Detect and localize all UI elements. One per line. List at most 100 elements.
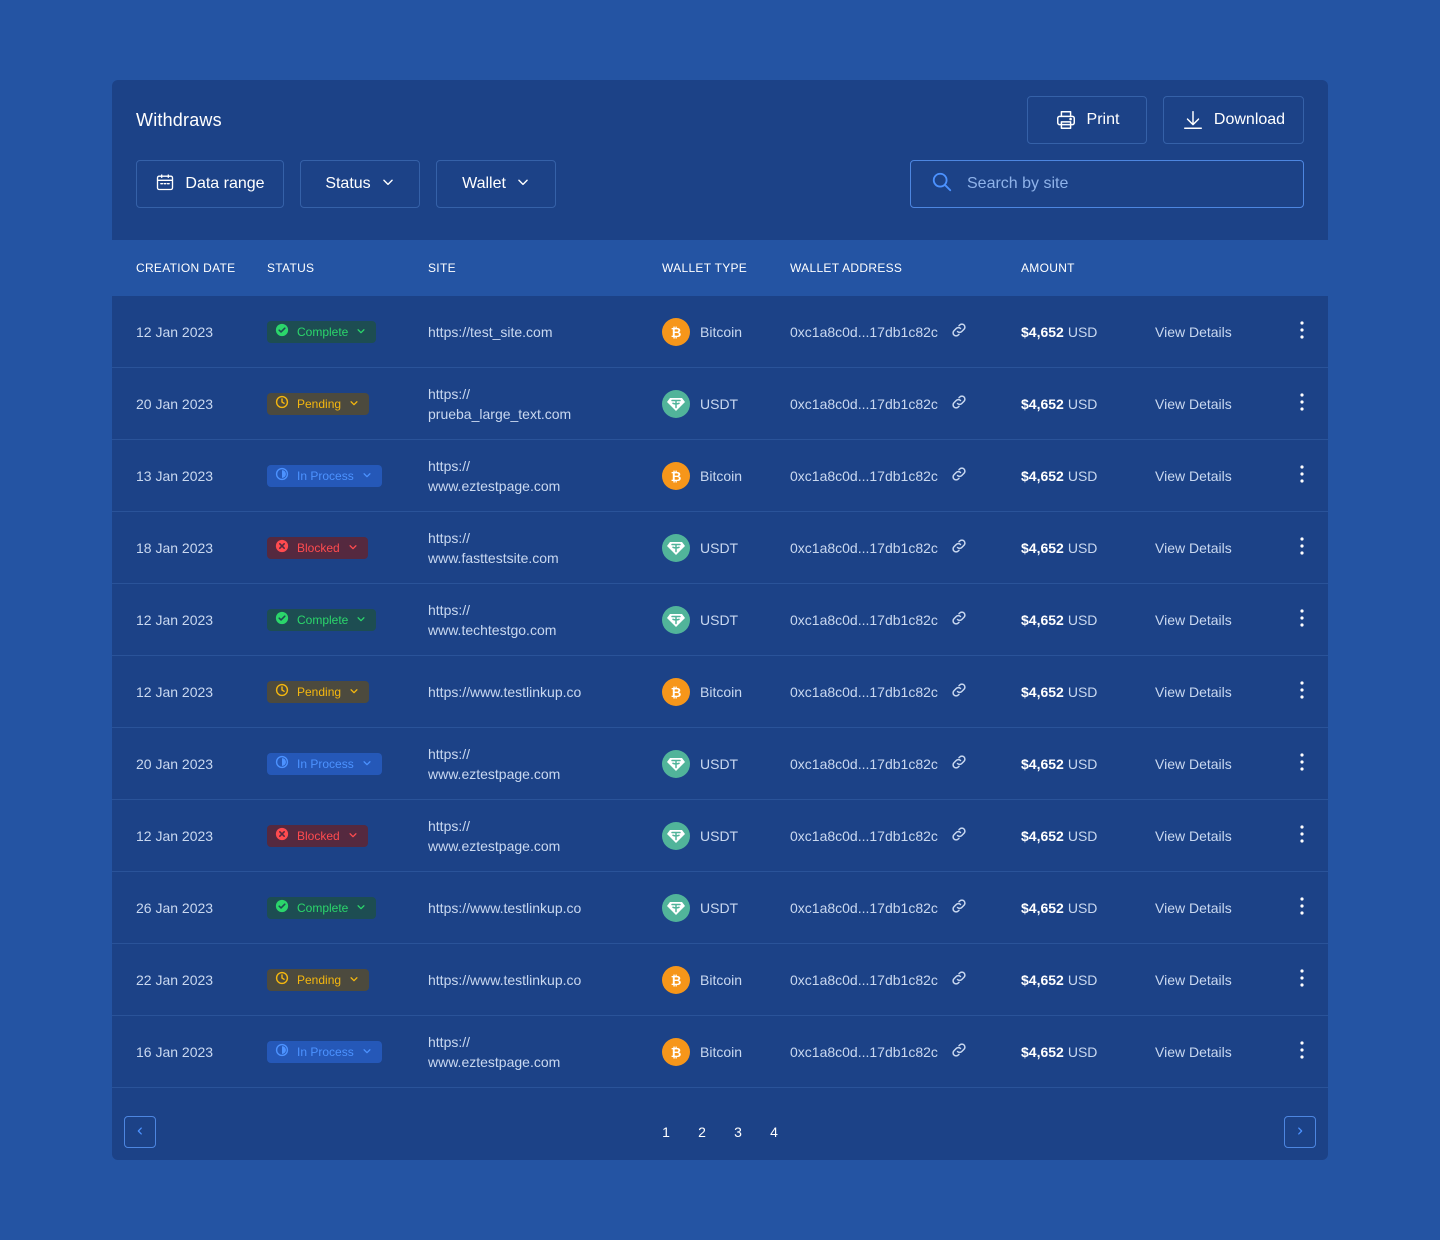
more-options-button[interactable] [1292, 872, 1312, 943]
svg-text:₿: ₿ [671, 1046, 682, 1060]
view-details-link[interactable]: View Details [1155, 323, 1232, 340]
wallet-address: 0xc1a8c0d...17db1c82c [790, 971, 938, 988]
check-circle-icon [275, 899, 289, 916]
status-badge[interactable]: Pending [267, 392, 370, 415]
status-badge[interactable]: Blocked [267, 536, 368, 559]
site-text: https://test_site.com [428, 323, 553, 340]
view-details-link[interactable]: View Details [1155, 395, 1232, 412]
more-options-button[interactable] [1292, 440, 1312, 511]
column-header-date: CREATION DATE [136, 261, 236, 275]
link-icon[interactable] [950, 825, 968, 846]
site-line-1: https:// [428, 529, 471, 546]
page-number-4[interactable]: 4 [770, 1124, 778, 1140]
svg-text:₿: ₿ [671, 974, 682, 988]
wallet-filter[interactable]: Wallet [436, 160, 556, 208]
chevron-down-icon [362, 469, 372, 483]
status-badge[interactable]: In Process [267, 1040, 382, 1063]
amount-value: $4,652 [1021, 395, 1064, 412]
site-text: https://www.testlinkup.co [428, 899, 582, 916]
more-options-button[interactable] [1292, 1016, 1312, 1087]
more-vertical-icon [1300, 321, 1304, 342]
link-icon[interactable] [950, 321, 968, 342]
status-badge[interactable]: Pending [267, 968, 370, 991]
link-icon[interactable] [950, 465, 968, 486]
more-options-button[interactable] [1292, 584, 1312, 655]
status-label: Blocked [297, 540, 340, 555]
more-options-button[interactable] [1292, 944, 1312, 1015]
status-badge[interactable]: Complete [267, 320, 377, 343]
column-header-status: STATUS [267, 261, 315, 275]
date-range-filter[interactable]: Data range [136, 160, 284, 208]
status-badge[interactable]: Complete [267, 608, 377, 631]
status-filter[interactable]: Status [300, 160, 420, 208]
link-icon[interactable] [950, 1041, 968, 1062]
chevron-down-icon [349, 397, 359, 411]
link-icon[interactable] [950, 609, 968, 630]
amount-cell: $4,652 USD [1021, 296, 1097, 367]
svg-text:₿: ₿ [671, 470, 682, 484]
link-icon[interactable] [950, 969, 968, 990]
creation-date: 16 Jan 2023 [136, 1043, 214, 1060]
page-number-3[interactable]: 3 [734, 1124, 742, 1140]
link-icon[interactable] [950, 753, 968, 774]
download-button[interactable]: Download [1163, 96, 1304, 144]
more-vertical-icon [1300, 825, 1304, 846]
status-badge[interactable]: Complete [267, 896, 377, 919]
search-box[interactable] [910, 160, 1304, 208]
search-input[interactable] [967, 175, 1267, 193]
site-cell: https://test_site.com [428, 296, 648, 367]
view-details-link[interactable]: View Details [1155, 899, 1232, 916]
link-icon[interactable] [950, 681, 968, 702]
link-icon[interactable] [950, 897, 968, 918]
status-cell: In Process [267, 1016, 382, 1087]
amount-currency: USD [1067, 539, 1098, 556]
wallet-address: 0xc1a8c0d...17db1c82c [790, 755, 938, 772]
status-badge[interactable]: Blocked [267, 824, 368, 847]
status-badge[interactable]: In Process [267, 464, 382, 487]
amount-cell: $4,652 USD [1021, 440, 1097, 511]
more-vertical-icon [1300, 969, 1304, 990]
more-options-button[interactable] [1292, 728, 1312, 799]
view-details-link[interactable]: View Details [1155, 1043, 1232, 1060]
column-header-wallet-type: WALLET TYPE [662, 261, 748, 275]
view-details-link[interactable]: View Details [1155, 467, 1232, 484]
view-details-link[interactable]: View Details [1155, 683, 1232, 700]
wallet-type-label: USDT [700, 755, 739, 772]
check-circle-icon [275, 611, 289, 628]
table-row: 12 Jan 2023 Blocked https:// www.eztestpage… [112, 800, 1328, 872]
amount-currency: USD [1067, 467, 1098, 484]
svg-text:₿: ₿ [671, 326, 682, 340]
bitcoin-icon: ₿ [662, 677, 690, 706]
previous-page-button[interactable] [124, 1116, 156, 1148]
more-options-button[interactable] [1292, 800, 1312, 871]
chevron-down-icon [349, 685, 359, 699]
status-cell: Pending [267, 656, 370, 727]
more-options-button[interactable] [1292, 512, 1312, 583]
view-details-link[interactable]: View Details [1155, 827, 1232, 844]
print-button[interactable]: Print [1027, 96, 1147, 144]
date-range-label: Data range [185, 175, 265, 192]
status-badge[interactable]: Pending [267, 680, 370, 703]
table-row: 22 Jan 2023 Pending https://www.testlinkup… [112, 944, 1328, 1016]
table-row: 12 Jan 2023 Pending https://www.testlinkup… [112, 656, 1328, 728]
view-details-link[interactable]: View Details [1155, 539, 1232, 556]
status-badge[interactable]: In Process [267, 752, 382, 775]
view-details-link[interactable]: View Details [1155, 971, 1232, 988]
view-details-link[interactable]: View Details [1155, 755, 1232, 772]
x-circle-icon [275, 827, 289, 844]
link-icon[interactable] [950, 393, 968, 414]
status-cell: Complete [267, 296, 377, 367]
more-options-button[interactable] [1292, 368, 1312, 439]
amount-cell: $4,652 USD [1021, 728, 1097, 799]
page-number-1[interactable]: 1 [662, 1124, 670, 1140]
more-options-button[interactable] [1292, 296, 1312, 367]
next-page-button[interactable] [1284, 1116, 1316, 1148]
page-number-2[interactable]: 2 [698, 1124, 706, 1140]
usdt-icon [662, 821, 690, 850]
view-details-link[interactable]: View Details [1155, 611, 1232, 628]
more-vertical-icon [1300, 537, 1304, 558]
usdt-icon [662, 533, 690, 562]
link-icon[interactable] [950, 537, 968, 558]
more-options-button[interactable] [1292, 656, 1312, 727]
status-label: Blocked [297, 828, 340, 843]
